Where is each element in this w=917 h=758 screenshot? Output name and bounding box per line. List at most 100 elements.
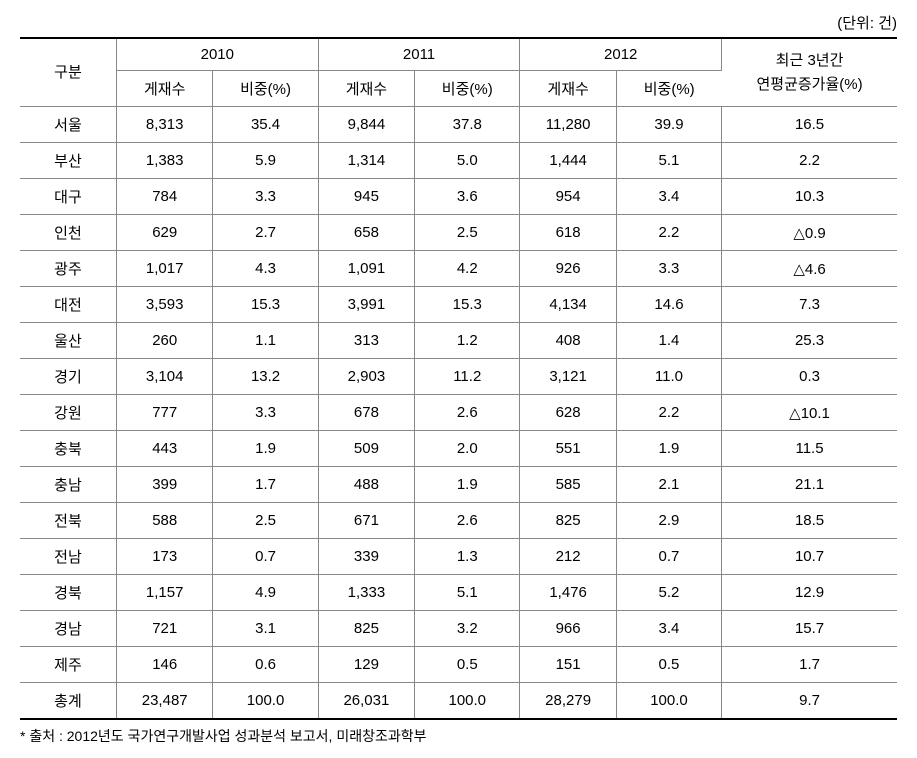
cell-growth: 2.2: [722, 143, 897, 179]
cell-2010-pct: 3.1: [213, 611, 318, 647]
cell-2010-count: 399: [116, 467, 212, 503]
cell-2011-count: 313: [318, 323, 414, 359]
cell-2011-count: 1,314: [318, 143, 414, 179]
cell-region: 강원: [20, 395, 116, 431]
cell-growth: △10.1: [722, 395, 897, 431]
header-2010-ratio: 비중(%): [213, 71, 318, 107]
cell-2011-pct: 100.0: [415, 683, 520, 720]
cell-2010-count: 1,383: [116, 143, 212, 179]
cell-2012-pct: 5.1: [616, 143, 721, 179]
cell-2012-pct: 11.0: [616, 359, 721, 395]
cell-2012-pct: 2.2: [616, 215, 721, 251]
cell-growth: 10.3: [722, 179, 897, 215]
cell-2011-count: 3,991: [318, 287, 414, 323]
cell-growth: 25.3: [722, 323, 897, 359]
cell-2010-count: 777: [116, 395, 212, 431]
cell-growth: 18.5: [722, 503, 897, 539]
cell-2010-count: 443: [116, 431, 212, 467]
cell-2011-pct: 2.6: [415, 395, 520, 431]
cell-2012-pct: 14.6: [616, 287, 721, 323]
cell-2010-pct: 3.3: [213, 395, 318, 431]
cell-region: 광주: [20, 251, 116, 287]
cell-region: 인천: [20, 215, 116, 251]
cell-2011-count: 658: [318, 215, 414, 251]
cell-2010-pct: 3.3: [213, 179, 318, 215]
cell-2011-count: 339: [318, 539, 414, 575]
cell-2011-pct: 5.1: [415, 575, 520, 611]
cell-region: 전북: [20, 503, 116, 539]
cell-growth: 16.5: [722, 107, 897, 143]
source-note: * 출처 : 2012년도 국가연구개발사업 성과분석 보고서, 미래창조과학부: [20, 726, 897, 746]
header-category: 구분: [20, 38, 116, 107]
cell-2012-pct: 3.3: [616, 251, 721, 287]
header-2011-ratio: 비중(%): [415, 71, 520, 107]
cell-2012-pct: 3.4: [616, 611, 721, 647]
cell-2011-pct: 3.2: [415, 611, 520, 647]
cell-2010-pct: 5.9: [213, 143, 318, 179]
cell-2011-pct: 2.0: [415, 431, 520, 467]
header-growth-line2: 연평균증가율(%): [756, 76, 862, 93]
cell-2011-count: 488: [318, 467, 414, 503]
table-row: 충북4431.95092.05511.911.5: [20, 431, 897, 467]
cell-2011-count: 671: [318, 503, 414, 539]
cell-growth: △4.6: [722, 251, 897, 287]
cell-2012-count: 11,280: [520, 107, 616, 143]
cell-2012-count: 551: [520, 431, 616, 467]
header-2012-ratio: 비중(%): [616, 71, 721, 107]
cell-2011-pct: 2.5: [415, 215, 520, 251]
cell-growth: 15.7: [722, 611, 897, 647]
cell-2010-count: 1,157: [116, 575, 212, 611]
cell-region: 충남: [20, 467, 116, 503]
cell-2010-pct: 0.6: [213, 647, 318, 683]
cell-2011-count: 2,903: [318, 359, 414, 395]
cell-2010-count: 629: [116, 215, 212, 251]
cell-2010-count: 588: [116, 503, 212, 539]
cell-2012-count: 151: [520, 647, 616, 683]
cell-region: 경남: [20, 611, 116, 647]
cell-growth: 12.9: [722, 575, 897, 611]
table-row: 전남1730.73391.32120.710.7: [20, 539, 897, 575]
cell-region: 경북: [20, 575, 116, 611]
cell-2012-count: 4,134: [520, 287, 616, 323]
cell-2012-pct: 0.5: [616, 647, 721, 683]
cell-growth: 21.1: [722, 467, 897, 503]
table-row: 울산2601.13131.24081.425.3: [20, 323, 897, 359]
cell-region: 총계: [20, 683, 116, 720]
cell-2012-pct: 5.2: [616, 575, 721, 611]
cell-2011-count: 678: [318, 395, 414, 431]
cell-2010-count: 260: [116, 323, 212, 359]
table-row: 부산1,3835.91,3145.01,4445.12.2: [20, 143, 897, 179]
cell-region: 경기: [20, 359, 116, 395]
cell-region: 대구: [20, 179, 116, 215]
cell-2012-count: 966: [520, 611, 616, 647]
cell-2010-count: 721: [116, 611, 212, 647]
cell-2012-count: 618: [520, 215, 616, 251]
cell-2011-count: 825: [318, 611, 414, 647]
cell-2012-count: 926: [520, 251, 616, 287]
cell-region: 전남: [20, 539, 116, 575]
cell-2011-pct: 1.9: [415, 467, 520, 503]
header-2011-count: 게재수: [318, 71, 414, 107]
table-row: 광주1,0174.31,0914.29263.3△4.6: [20, 251, 897, 287]
cell-2012-count: 3,121: [520, 359, 616, 395]
cell-region: 울산: [20, 323, 116, 359]
cell-2011-count: 129: [318, 647, 414, 683]
cell-2010-pct: 100.0: [213, 683, 318, 720]
table-row: 경북1,1574.91,3335.11,4765.212.9: [20, 575, 897, 611]
cell-2010-pct: 4.9: [213, 575, 318, 611]
cell-2012-pct: 1.9: [616, 431, 721, 467]
cell-2010-pct: 1.9: [213, 431, 318, 467]
table-row: 인천6292.76582.56182.2△0.9: [20, 215, 897, 251]
table-row: 전북5882.56712.68252.918.5: [20, 503, 897, 539]
cell-2010-pct: 0.7: [213, 539, 318, 575]
cell-2011-pct: 15.3: [415, 287, 520, 323]
cell-2011-count: 945: [318, 179, 414, 215]
cell-2012-pct: 39.9: [616, 107, 721, 143]
table-row: 대전3,59315.33,99115.34,13414.67.3: [20, 287, 897, 323]
cell-2012-pct: 1.4: [616, 323, 721, 359]
cell-2011-pct: 1.3: [415, 539, 520, 575]
cell-region: 대전: [20, 287, 116, 323]
cell-2012-count: 628: [520, 395, 616, 431]
cell-2012-pct: 0.7: [616, 539, 721, 575]
header-2010-count: 게재수: [116, 71, 212, 107]
